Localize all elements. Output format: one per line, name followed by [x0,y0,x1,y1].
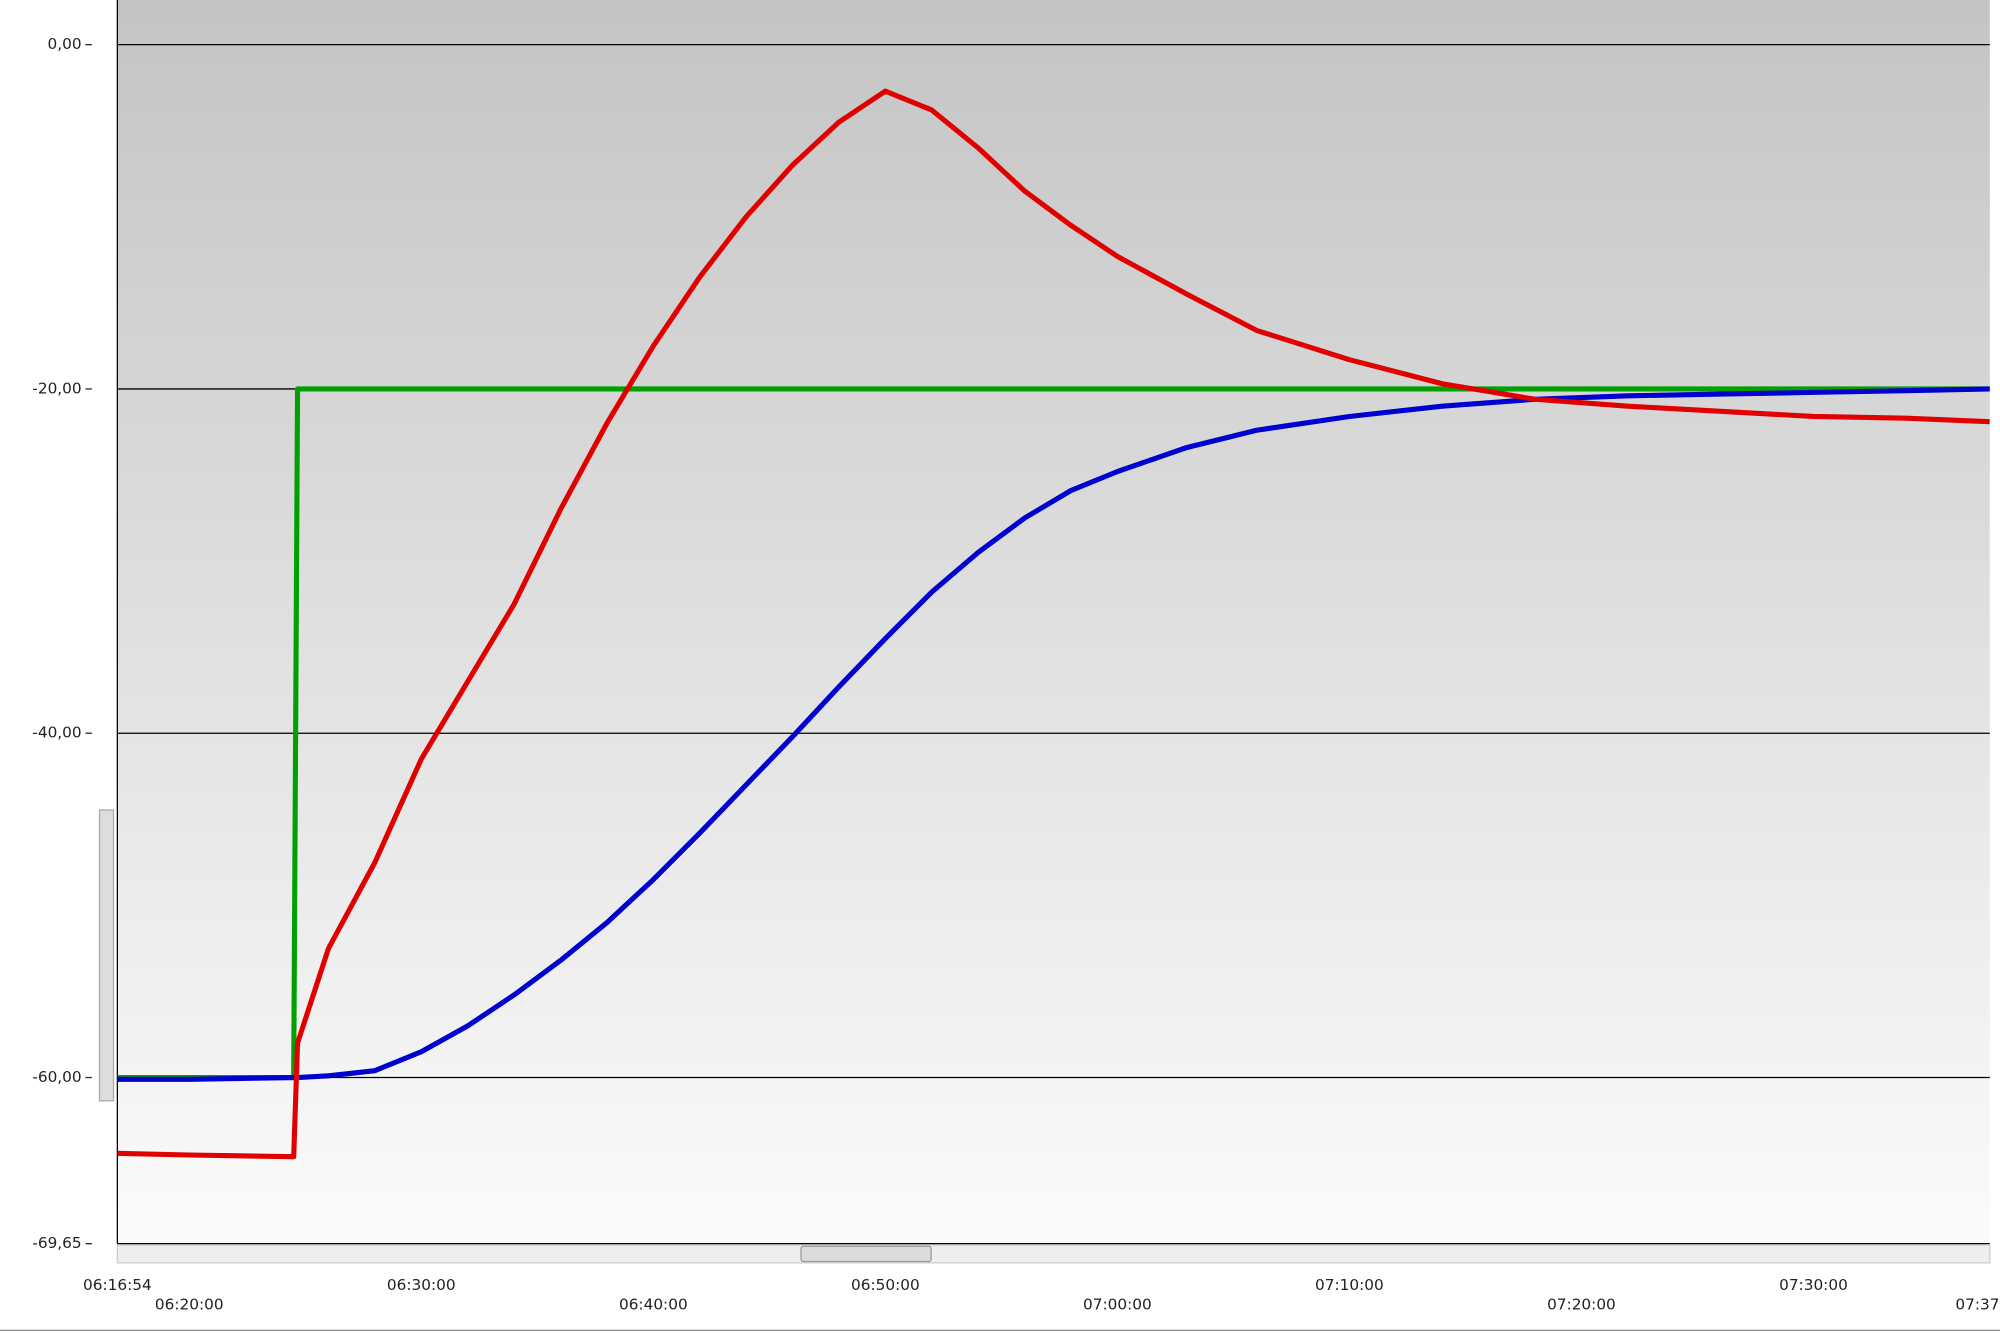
x-tick-label: 06:30:00 [387,1276,456,1294]
x-tick-label: 07:20:00 [1547,1295,1616,1313]
series-line [117,386,1990,1082]
x-tick-label: 07:37:36 [1955,1295,2000,1313]
series-line [117,386,1990,1081]
y-tick-label: -69,65 [32,1234,81,1252]
v-scrollbar[interactable] [98,809,115,1102]
x-tick-label: 06:50:00 [851,1276,920,1294]
y-tick-label: 0,00 [48,35,82,53]
x-tick-label: 07:00:00 [1083,1295,1152,1313]
y-tick-label: -40,00 [32,724,81,742]
h-scrollbar[interactable] [116,1244,1991,1264]
x-tick-label: 07:30:00 [1779,1276,1848,1294]
series-line [117,88,1990,1160]
y-tick-label: -60,00 [32,1068,81,1086]
scroll-thumb[interactable] [800,1245,932,1263]
y-tick-label: -20,00 [32,379,81,397]
x-tick-label: 07:10:00 [1315,1276,1384,1294]
plot-area [117,0,1990,1244]
x-tick-label: 06:40:00 [619,1295,688,1313]
x-tick-label: 06:16:54 [83,1276,152,1294]
x-tick-label: 06:20:00 [155,1295,224,1313]
